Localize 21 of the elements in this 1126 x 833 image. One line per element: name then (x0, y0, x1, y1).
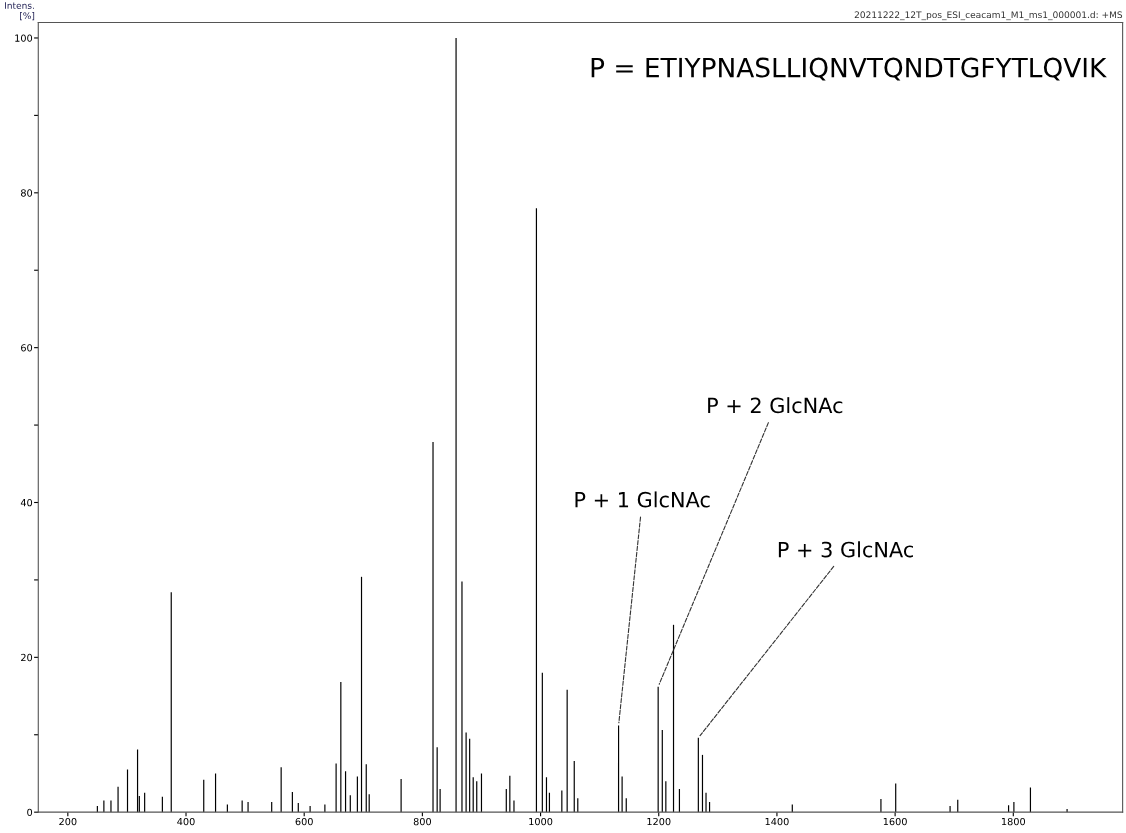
y-tick-label: 0 (27, 808, 33, 817)
text: P = ETIYPNASLLIQNVTQNDTGFYTLQVIK (591, 57, 1107, 81)
x-tick-label: 1800 (1002, 817, 1026, 826)
annotation: P + 2 GlcNAc (708, 397, 843, 414)
x-tick-label: 1400 (765, 817, 789, 826)
x-tick-label: 1000 (529, 817, 553, 826)
annotation: P + 3 GlcNAc (778, 541, 913, 558)
x-tick-label: 800 (413, 817, 432, 826)
x-tick-label: 600 (295, 817, 313, 826)
x-tick-label: 1600 (883, 817, 907, 826)
chart-subtitle: 20211222_12T_pos_ESI_ceacam1_M1_ms1_000001.d: +MS (854, 11, 1123, 21)
y-tick-label: 80 (21, 189, 33, 197)
x-tick-label: 200 (59, 817, 77, 826)
y-axis-title: Intens. [%] (5, 2, 35, 21)
annotation: P + 1 GlcNAc (575, 491, 710, 508)
x-tick-label: 1200 (647, 817, 671, 826)
x-tick-label: 400 (177, 817, 195, 826)
y-tick-label: 100 (15, 34, 33, 42)
y-tick-label: 40 (20, 498, 33, 507)
y-tick-label: 60 (21, 344, 33, 352)
y-tick-label: 20 (21, 653, 33, 662)
